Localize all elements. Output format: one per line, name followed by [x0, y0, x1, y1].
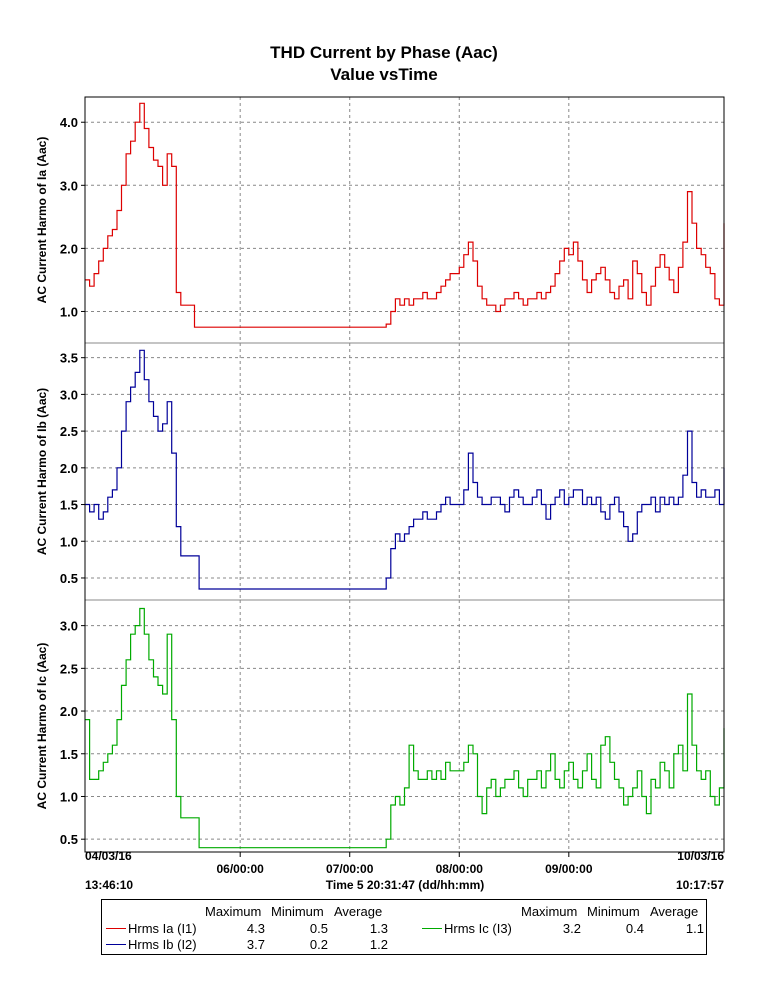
- plot-area: [84, 342, 725, 601]
- legend-max-ic: 3.2: [562, 921, 581, 936]
- legend-header-max-left: Maximum: [205, 904, 262, 919]
- chart-title: THD Current by Phase (Aac): [270, 43, 498, 62]
- x-end-time: 10:17:57: [676, 878, 724, 892]
- y-axis-label-1: AC Current Harmo of Ia (Aac): [35, 137, 49, 304]
- y-tick-label: 2.5: [60, 661, 78, 676]
- x-start-date: 04/03/16: [85, 849, 132, 863]
- x-tick-label: 09/00:00: [545, 862, 593, 876]
- y-tick-label: 1.0: [60, 534, 78, 549]
- y-tick-label: 3.5: [60, 351, 78, 366]
- legend-name-ib: Hrms Ib (I2): [128, 937, 197, 952]
- x-tick-labels: 06/00:00 07/00:00 08/00:00 09/00:00: [216, 852, 593, 876]
- series-line-3: [85, 607, 725, 849]
- legend: Maximum Minimum Average Maximum Minimum …: [101, 899, 707, 955]
- legend-line-ic: [422, 928, 442, 929]
- y-tick-label: 3.0: [60, 619, 78, 634]
- y-tick-label: 2.0: [60, 704, 78, 719]
- x-tick-label: 07/00:00: [326, 862, 374, 876]
- legend-header-max-right: Maximum: [521, 904, 578, 919]
- legend-entry-ib: Hrms Ib (I2) 3.7 0.2 1.2: [106, 936, 396, 952]
- y-tick-label: 2.0: [60, 461, 78, 476]
- y-tick-label: 0.5: [60, 571, 78, 586]
- legend-max-ib: 3.7: [246, 937, 265, 952]
- x-tick-label: 06/00:00: [216, 862, 264, 876]
- x-end-date: 10/03/16: [677, 849, 724, 863]
- legend-avg-ic: 1.1: [685, 921, 704, 936]
- y-tick-label: 3.0: [60, 387, 78, 402]
- legend-avg-ia: 1.3: [369, 921, 388, 936]
- plot-area: [84, 96, 725, 344]
- y-tick-label: 1.0: [60, 304, 78, 319]
- legend-header-min-left: Minimum: [271, 904, 324, 919]
- legend-max-ia: 4.3: [246, 921, 265, 936]
- plot-area: [84, 599, 725, 853]
- legend-min-ia: 0.5: [309, 921, 328, 936]
- chart-frame: [84, 96, 725, 853]
- legend-header-avg-right: Average: [650, 904, 699, 919]
- y-tick-label: 1.5: [60, 498, 78, 513]
- y-tick-label: 1.0: [60, 789, 78, 804]
- legend-name-ic: Hrms Ic (I3): [444, 921, 512, 936]
- y-tick-label: 0.5: [60, 832, 78, 847]
- y-tick-label: 4.0: [60, 115, 78, 130]
- series-line-1: [85, 102, 725, 328]
- y-tick-label: 2.5: [60, 424, 78, 439]
- legend-header-min-right: Minimum: [587, 904, 640, 919]
- legend-avg-ib: 1.2: [369, 937, 388, 952]
- legend-line-ia: [106, 928, 126, 929]
- y-tick-label: 3.0: [60, 178, 78, 193]
- chart-panels: 1.0 2.0 3.0 4.0 AC Current Harmo of Ia (Aac)…: [35, 96, 725, 853]
- x-tick-label: 08/00:00: [436, 862, 484, 876]
- chart-subtitle: Value vsTime: [330, 65, 437, 84]
- y-axis-label-2: AC Current Harmo of Ib (Aac): [35, 388, 49, 555]
- legend-min-ib: 0.2: [309, 937, 328, 952]
- x-center-label: Time 5 20:31:47 (dd/hh:mm): [326, 878, 484, 892]
- legend-entry-ia: Hrms Ia (I1) 4.3 0.5 1.3: [106, 920, 396, 936]
- legend-line-ib: [106, 944, 126, 945]
- x-start-time: 13:46:10: [85, 878, 133, 892]
- y-axis-label-3: AC Current Harmo of Ic (Aac): [35, 643, 49, 810]
- panel-1: 1.0 2.0 3.0 4.0 AC Current Harmo of Ia (Aac): [35, 96, 725, 344]
- y-tick-label: 1.5: [60, 747, 78, 762]
- legend-name-ia: Hrms Ia (I1): [128, 921, 197, 936]
- legend-entry-ic: Hrms Ic (I3) 3.2 0.4 1.1: [422, 920, 712, 936]
- panel-2: 0.5 1.0 1.5 2.0 2.5 3.0 3.5 AC Current Harmo of…: [35, 342, 725, 601]
- y-tick-label: 2.0: [60, 241, 78, 256]
- legend-header-avg-left: Average: [334, 904, 383, 919]
- series-line-2: [85, 349, 725, 590]
- panel-3: 0.5 1.0 1.5 2.0 2.5 3.0 AC Current Harmo of Ic…: [35, 599, 725, 853]
- legend-min-ic: 0.4: [625, 921, 644, 936]
